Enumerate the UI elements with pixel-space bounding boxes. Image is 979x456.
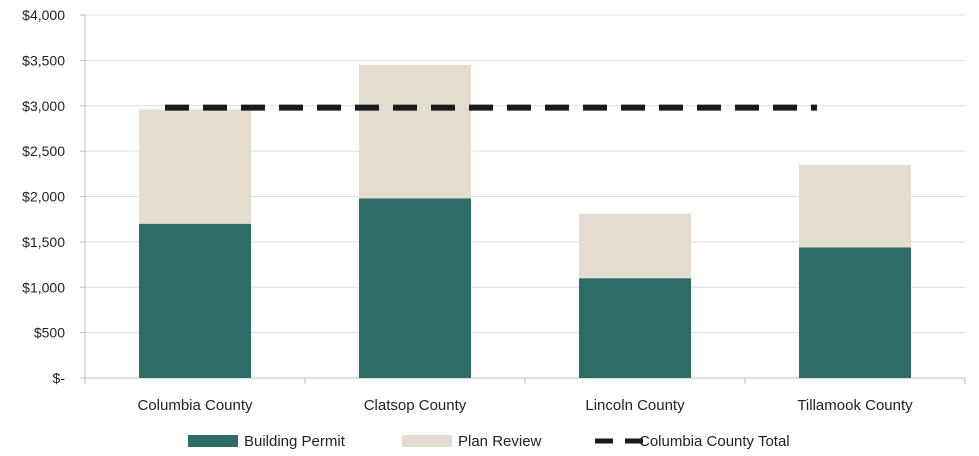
x-category-label: Tillamook County [797, 397, 913, 414]
bar-plan-review-clatsop-county [359, 64, 471, 199]
bars [139, 64, 911, 378]
legend-swatch [188, 435, 238, 447]
bar-building-permit-columbia-county [139, 223, 251, 378]
y-tick-label: $1,500 [22, 234, 65, 250]
legend-item: Plan Review [402, 433, 542, 450]
legend-swatch [402, 435, 452, 447]
x-category-label: Clatsop County [364, 397, 467, 414]
legend-label: Plan Review [458, 433, 542, 450]
bar-building-permit-tillamook-county [799, 247, 911, 378]
y-tick-label: $4,000 [22, 7, 65, 23]
legend-item: Columbia County Total [595, 433, 790, 450]
y-tick-label: $2,500 [22, 143, 65, 159]
legend: Building Permit Plan Review Columbia Count… [188, 433, 790, 450]
x-category-label: Lincoln County [585, 397, 685, 414]
legend-label: Building Permit [244, 433, 346, 450]
legend-item: Building Permit [188, 433, 346, 450]
y-tick-label: $1,000 [22, 279, 65, 295]
bar-building-permit-lincoln-county [579, 278, 691, 378]
bar-plan-review-tillamook-county [799, 164, 911, 248]
x-axis-categories: Columbia County Clatsop County Lincoln Cou… [137, 397, 913, 414]
bar-plan-review-lincoln-county [579, 213, 691, 279]
y-axis-ticks: $- $500 $1,000 $1,500 $2,000 $2,500 $3,000 $3,5… [22, 7, 65, 386]
x-category-label: Columbia County [137, 397, 253, 414]
y-tick-label: $2,000 [22, 189, 65, 205]
y-tick-label: $3,500 [22, 52, 65, 68]
bar-building-permit-clatsop-county [359, 198, 471, 378]
y-tick-label: $- [53, 370, 66, 386]
legend-label: Columbia County Total [639, 433, 790, 450]
y-tick-label: $500 [34, 325, 65, 341]
y-tick-label: $3,000 [22, 98, 65, 114]
bar-plan-review-columbia-county [139, 109, 251, 224]
